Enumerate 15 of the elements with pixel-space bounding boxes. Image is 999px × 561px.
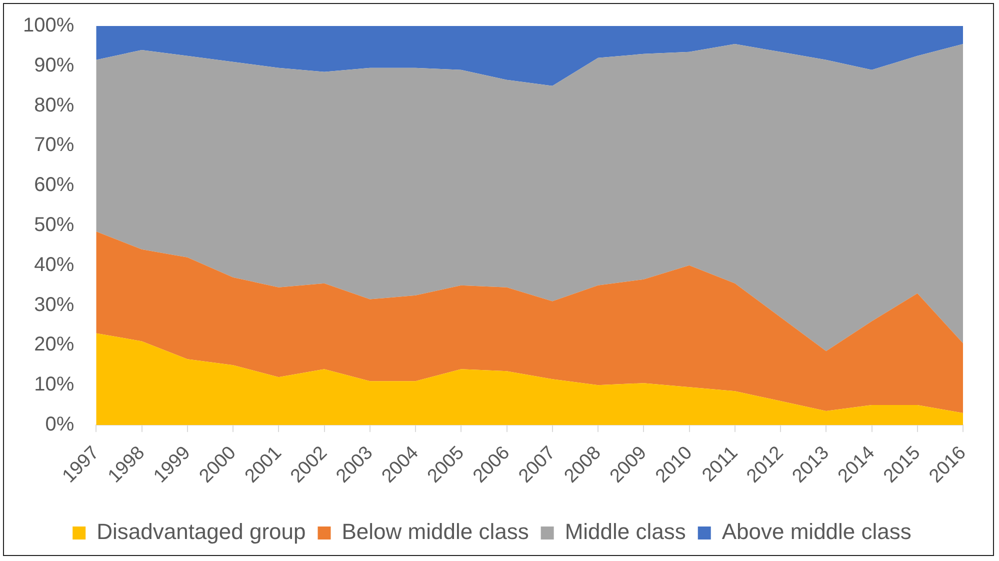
y-tick-label: 30% <box>34 294 74 316</box>
y-tick-label: 80% <box>34 94 74 116</box>
y-tick-label: 50% <box>34 214 74 236</box>
y-tick-label: 60% <box>34 174 74 196</box>
legend-label: Disadvantaged group <box>96 519 306 544</box>
y-tick-label: 40% <box>34 254 74 276</box>
legend-label: Above middle class <box>722 519 912 544</box>
y-tick-label: 70% <box>34 134 74 156</box>
y-tick-label: 10% <box>34 374 74 396</box>
legend-label: Below middle class <box>342 519 529 544</box>
y-tick-label: 100% <box>22 14 74 37</box>
y-tick-label: 90% <box>34 54 74 76</box>
legend-label: Middle class <box>564 519 686 544</box>
y-tick-label: 20% <box>34 334 74 356</box>
y-tick-label: 0% <box>45 414 74 436</box>
